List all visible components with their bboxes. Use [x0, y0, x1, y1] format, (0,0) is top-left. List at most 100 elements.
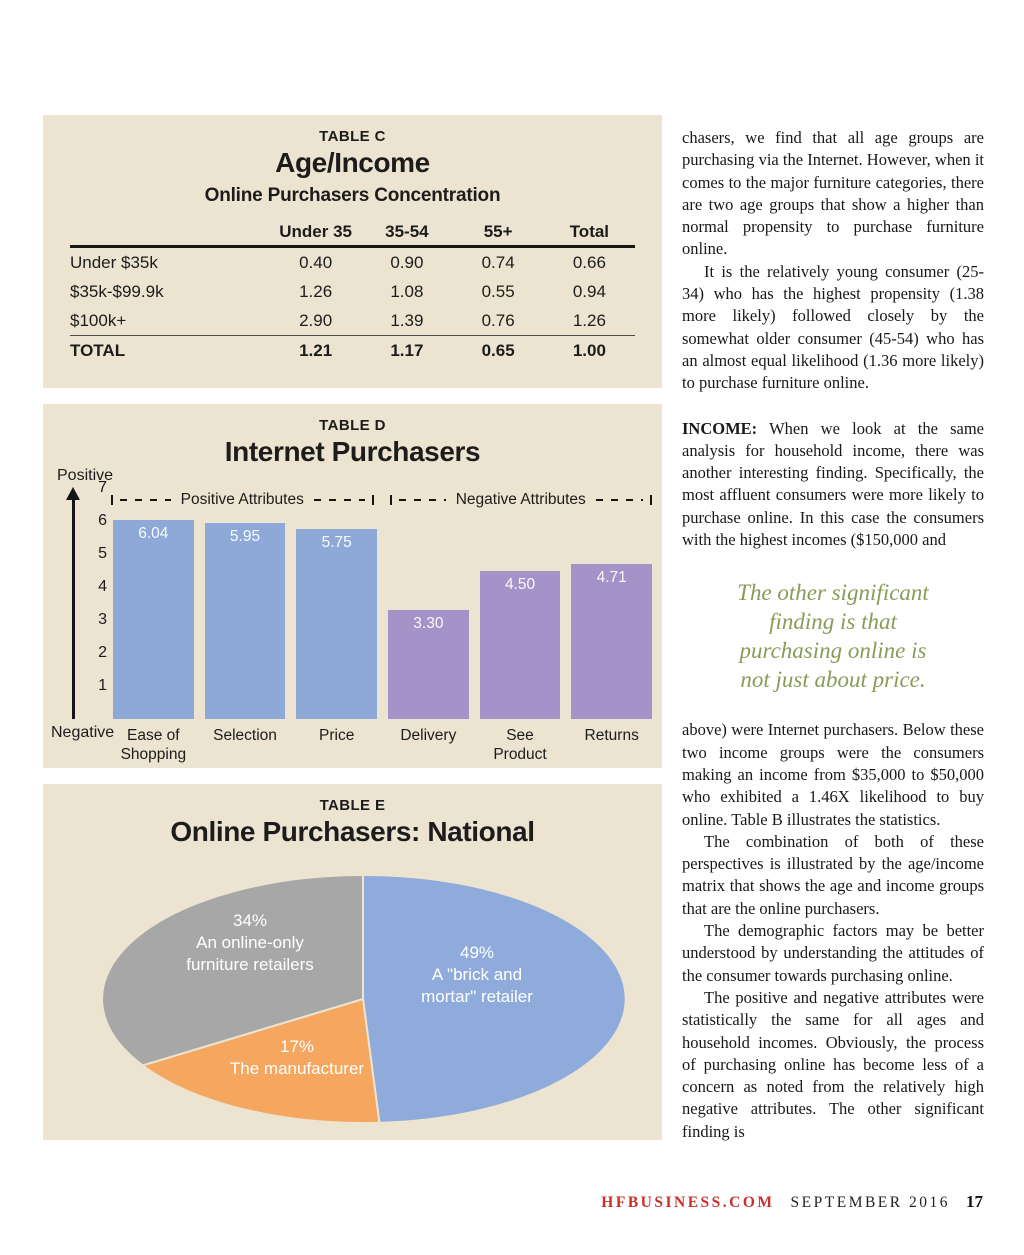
table-c-panel: TABLE C Age/Income Online Purchasers Con…	[43, 115, 662, 388]
bar-value-label: 4.71	[596, 568, 627, 586]
table-d-title: Internet Purchasers	[224, 436, 481, 467]
table-c-subtitle: Online Purchasers Concentration	[204, 185, 501, 206]
footer-site-url: HFBUSINESS.COM	[601, 1194, 775, 1211]
table-row: Under $35k 0.40 0.90 0.74 0.66	[70, 248, 635, 277]
column-header: Total	[569, 222, 610, 241]
y-tick-label: 4	[98, 578, 107, 595]
table-cell: 1.08	[390, 281, 424, 301]
bracket-end-tick	[650, 495, 653, 505]
bar-category-label: Price	[319, 727, 355, 744]
article-paragraph: The demographic factors may be better un…	[682, 921, 984, 985]
article-top-paragraphs: chasers, we find that all age groups are…	[682, 127, 984, 551]
table-cell: 0.55	[481, 281, 515, 301]
table-header-row: Under 35 35-54 55+ Total	[70, 219, 635, 245]
article-paragraph: It is the relatively young consumer (25-…	[682, 261, 984, 393]
bracket-dashes	[398, 499, 446, 501]
bar-category-label: Ease of Shopping	[120, 727, 187, 764]
pie-slice	[362, 873, 627, 1124]
pie-slice	[140, 997, 381, 1125]
y-axis: Positive Negative 7 6 5 4 3 2 1	[51, 467, 114, 741]
table-c-label: TABLE C	[319, 128, 386, 145]
table-e-title: Online Purchasers: National	[170, 816, 535, 847]
article-bottom-paragraphs: above) were Internet purchasers. Below t…	[682, 719, 984, 1143]
bar-category-label: Delivery	[400, 727, 457, 744]
y-tick-label: 5	[98, 545, 107, 562]
bar: 4.50	[479, 570, 561, 719]
table-cell: 1.26	[572, 310, 606, 330]
bar-value-label: 3.30	[413, 615, 444, 633]
table-c-title: Age/Income	[275, 147, 430, 178]
bar-category-label: See Product	[493, 727, 547, 764]
article-column: chasers, we find that all age groups are…	[682, 127, 984, 1143]
attribute-brackets: Positive Attributes Negative Attributes	[111, 491, 653, 509]
attribute-group-label: Negative Attributes	[455, 491, 586, 508]
pie-slice	[101, 873, 364, 1067]
table-cell: 0.40	[299, 252, 333, 272]
table-cell: 1.17	[390, 340, 424, 360]
y-tick-label: 1	[98, 677, 107, 694]
page-footer: HFBUSINESS.COM SEPTEMBER 2016 17	[601, 1192, 983, 1212]
attribute-group-label: Positive Attributes	[180, 491, 304, 508]
pull-quote: The other significant finding is that pu…	[737, 580, 929, 693]
bracket-dashes	[120, 499, 171, 501]
bar: 5.95	[204, 522, 286, 719]
bracket-dashes	[595, 499, 644, 501]
bar: 6.04	[113, 519, 194, 719]
attribute-bracket: Positive Attributes	[111, 491, 374, 509]
bar-value-label: 6.04	[138, 524, 169, 542]
footer-page-number: 17	[966, 1192, 983, 1211]
row-label: Under $35k	[70, 252, 158, 272]
table-cell: 2.90	[299, 310, 333, 330]
table-d-panel: TABLE D Internet Purchasers Positive Neg…	[43, 404, 662, 768]
column-header: Under 35	[279, 222, 352, 241]
bar-category-labels: Ease of Shopping Selection Price Delivery Se…	[113, 726, 652, 765]
header-rule	[70, 245, 635, 248]
article-paragraph: chasers, we find that all age groups are…	[682, 128, 984, 259]
table-c-grid: Under 35 35-54 55+ Total Under $35k 0.40 0.90 0…	[70, 219, 635, 365]
row-label: TOTAL	[70, 340, 126, 360]
bracket-end-tick	[111, 495, 113, 505]
pie-chart-area: 49% A "brick and mortar" retailer 17% The…	[43, 854, 662, 1139]
total-rule	[70, 335, 635, 336]
bar-value-label: 4.50	[504, 575, 536, 593]
table-cell: 0.94	[572, 281, 606, 301]
table-cell: 0.76	[481, 310, 515, 330]
table-e-panel: TABLE E Online Purchasers: National 49% …	[43, 784, 662, 1140]
row-label: $100k+	[70, 310, 127, 330]
bracket-dashes	[313, 499, 365, 501]
pie-slice-label: 34% An online-only furniture retailers	[186, 910, 314, 975]
bar-plot-area: Positive Attributes Negative Attributes 6.…	[111, 488, 653, 719]
table-cell: 0.66	[572, 252, 606, 272]
table-cell: 0.65	[481, 340, 515, 360]
pie-chart	[101, 873, 627, 1125]
y-tick-label: 2	[98, 644, 107, 661]
table-cell: 0.74	[481, 252, 515, 272]
axis-negative-label: Negative	[51, 724, 115, 741]
bracket-end-tick	[389, 495, 392, 505]
axis-line	[72, 499, 75, 719]
bar-category-label: Returns	[584, 727, 639, 744]
bar: 3.30	[388, 610, 469, 719]
table-e-label: TABLE E	[319, 797, 386, 814]
table-cell: 0.90	[390, 252, 424, 272]
axis-positive-label: Positive	[57, 467, 114, 484]
axis-arrow-up-icon	[66, 487, 80, 500]
column-header: 55+	[483, 222, 513, 241]
article-paragraph: The positive and negative attributes wer…	[682, 987, 984, 1141]
column-header: 35-54	[385, 222, 429, 241]
table-row: $35k-$99.9k 1.26 1.08 0.55 0.94	[70, 277, 635, 306]
bar-value-label: 5.95	[229, 527, 261, 545]
pie-slice-label: 49% A "brick and mortar" retailer	[421, 942, 533, 1007]
article-paragraph: above) were Internet purchasers. Below t…	[682, 720, 984, 829]
table-cell: 1.00	[572, 340, 606, 360]
paragraph-lead: INCOME:	[682, 418, 758, 438]
y-tick-label: 7	[98, 479, 107, 496]
pie-slice-label: 17% The manufacturer	[229, 1036, 365, 1078]
bar-chart: Positive Negative 7 6 5 4 3 2 1 Positive Attri…	[51, 467, 653, 741]
bar: 5.75	[296, 529, 378, 719]
article-paragraph: INCOME: When we look at the same analysi…	[682, 418, 984, 550]
bar: 4.71	[571, 563, 653, 719]
y-tick-label: 6	[98, 512, 107, 529]
attribute-bracket: Negative Attributes	[389, 491, 653, 509]
